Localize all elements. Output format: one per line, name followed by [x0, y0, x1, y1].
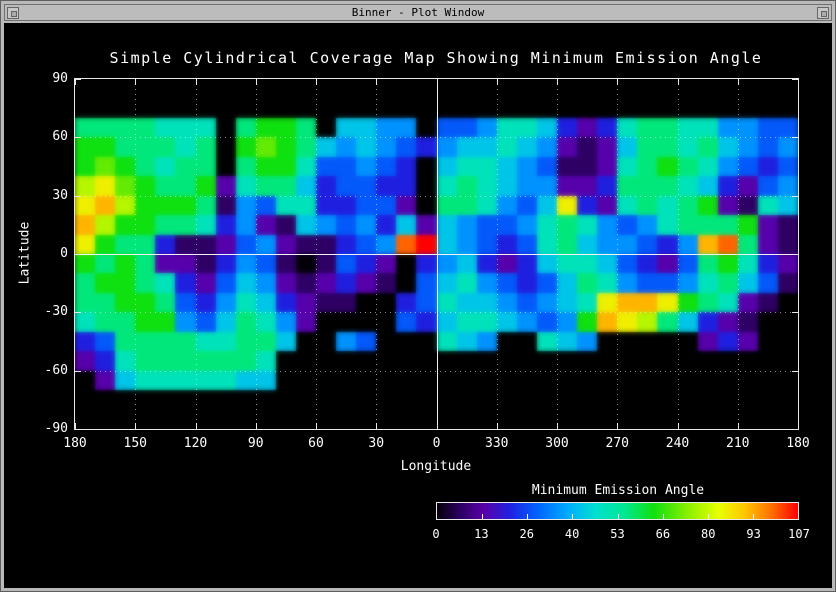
x-axis-tick: [135, 423, 136, 429]
y-axis-tick: [792, 254, 798, 255]
y-tick-label: 0: [60, 246, 68, 261]
x-axis-tick: [75, 423, 76, 429]
x-axis-tick: [497, 423, 498, 429]
lat-gridline: [75, 137, 798, 138]
window-titlebar[interactable]: Binner - Plot Window: [4, 4, 832, 21]
colorbar-tick: [527, 514, 528, 519]
y-axis-tick: [792, 312, 798, 313]
x-axis-tick: [678, 79, 679, 85]
lat-gridline: [75, 196, 798, 197]
y-tick-label: 60: [52, 129, 68, 145]
y-tick-label: -60: [44, 362, 68, 378]
y-axis-tick: [792, 429, 798, 430]
x-axis-tick: [497, 79, 498, 85]
y-tick-label: -90: [44, 421, 68, 436]
x-tick-label: 330: [485, 436, 509, 451]
colorbar-tick-label: 80: [701, 527, 716, 541]
lat-zero-line: [75, 254, 798, 255]
x-tick-label: 240: [665, 436, 690, 451]
y-axis-tick: [792, 196, 798, 197]
colorbar-tick: [753, 514, 754, 519]
x-axis-tick: [557, 423, 558, 429]
colorbar-tick: [708, 514, 709, 519]
x-tick-label: 30: [368, 436, 385, 451]
y-axis-tick: [792, 137, 798, 138]
y-axis-tick: [75, 254, 81, 255]
x-axis-tick: [316, 423, 317, 429]
colorbar-tick-label: 40: [564, 527, 580, 541]
lat-gridline: [75, 371, 798, 372]
colorbar-tick-label: 53: [610, 527, 625, 541]
x-tick-label: 0: [432, 436, 441, 451]
colorbar-tick-label: 93: [746, 527, 761, 541]
colorbar-tick: [618, 514, 619, 519]
colorbar-tick-label: 66: [655, 527, 671, 541]
colorbar-tick: [572, 514, 573, 519]
x-tick-label: 300: [545, 436, 569, 451]
window-menu-button[interactable]: [7, 7, 19, 19]
y-axis-tick: [792, 79, 798, 80]
y-axis-tick: [75, 79, 81, 80]
x-axis-tick: [256, 423, 257, 429]
x-axis-tick: [196, 79, 197, 85]
y-axis-tick: [792, 371, 798, 372]
x-axis-tick: [557, 79, 558, 85]
x-tick-label: 180: [786, 436, 810, 451]
y-axis-tick: [75, 196, 81, 197]
lat-gridline: [75, 312, 798, 313]
colorbar-tick: [482, 514, 483, 519]
x-axis-tick: [678, 423, 679, 429]
x-axis-tick: [738, 423, 739, 429]
y-tick-label: 90: [52, 71, 68, 86]
x-axis-tick: [437, 79, 438, 85]
x-axis-tick: [437, 423, 438, 429]
colorbar-title: Minimum Emission Angle: [531, 483, 705, 498]
y-tick-label: -30: [44, 304, 68, 320]
colorbar-tick-label: 0: [432, 527, 440, 541]
x-tick-label: 90: [247, 436, 264, 451]
y-tick-label: 30: [52, 187, 68, 203]
x-tick-label: 180: [63, 436, 87, 451]
x-axis-tick: [196, 423, 197, 429]
x-tick-label: 120: [183, 436, 208, 451]
window-title: Binner - Plot Window: [351, 6, 485, 19]
x-axis-tick: [617, 79, 618, 85]
grid-layer: [75, 79, 799, 430]
x-axis-tick: [75, 79, 76, 85]
x-tick-label: 150: [123, 436, 147, 451]
colorbar-tick-label: 26: [519, 527, 534, 541]
x-axis-tick: [256, 79, 257, 85]
colorbar-tick-label: 107: [788, 527, 810, 541]
colorbar-tick: [663, 514, 664, 519]
window-resize-button[interactable]: [817, 7, 829, 19]
x-axis-tick: [376, 423, 377, 429]
y-axis-title: Latitude: [17, 221, 33, 285]
plot-title: Simple Cylindrical Coverage Map Showing …: [109, 49, 763, 67]
window-resize-icon: [821, 11, 827, 17]
plot-frame: [74, 78, 799, 430]
window-menu-icon: [11, 11, 17, 17]
y-axis-tick: [75, 371, 81, 372]
x-tick-label: 210: [726, 436, 750, 451]
y-axis-tick: [75, 429, 81, 430]
y-axis-tick: [75, 312, 81, 313]
x-axis-tick: [376, 79, 377, 85]
x-tick-label: 270: [605, 436, 629, 451]
x-axis-tick: [135, 79, 136, 85]
x-tick-label: 60: [308, 436, 324, 451]
x-axis-title: Longitude: [400, 459, 472, 474]
x-axis-tick: [316, 79, 317, 85]
x-axis-tick: [798, 423, 799, 429]
y-axis-tick: [75, 137, 81, 138]
x-axis-tick: [798, 79, 799, 85]
colorbar-tick-label: 13: [474, 527, 489, 541]
x-axis-tick: [617, 423, 618, 429]
colorbar: [436, 502, 799, 520]
x-axis-tick: [738, 79, 739, 85]
plot-content: Simple Cylindrical Coverage Map Showing …: [4, 23, 832, 588]
